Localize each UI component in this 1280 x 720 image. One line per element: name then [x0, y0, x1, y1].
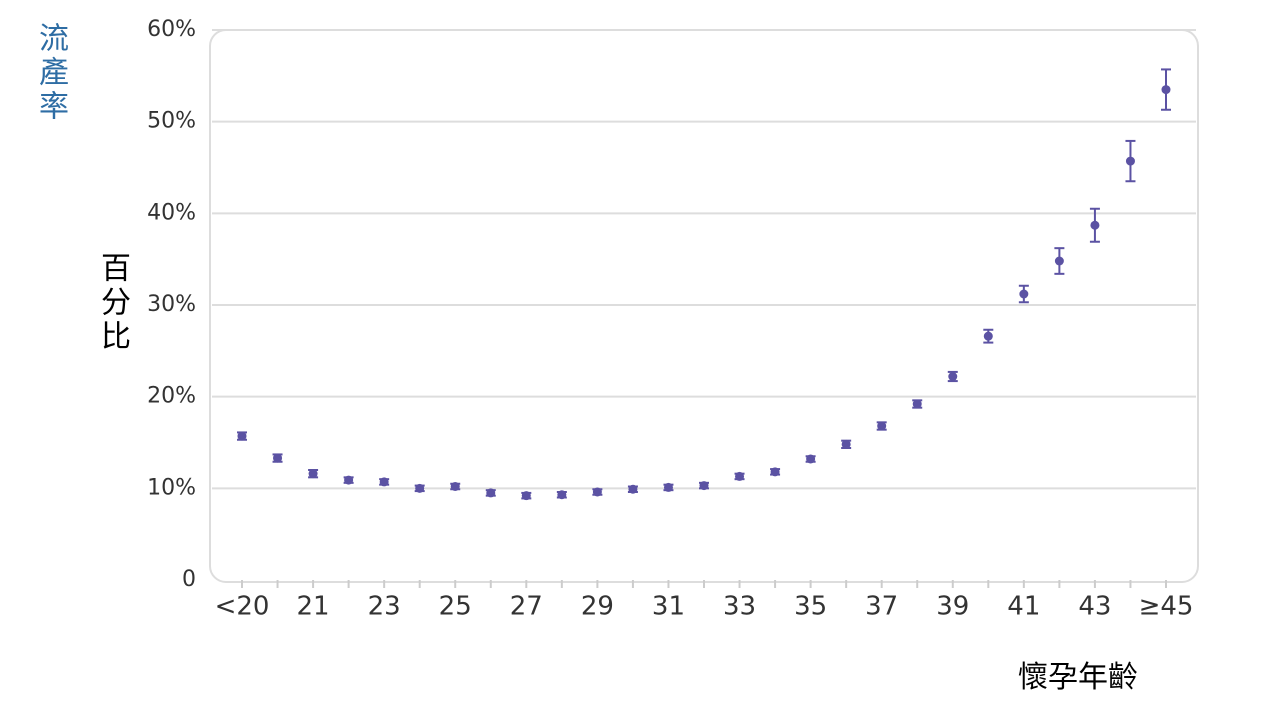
- x-tick-label: 43: [1078, 592, 1111, 622]
- point: [1054, 256, 1064, 266]
- point: [1161, 85, 1171, 95]
- point: [983, 331, 993, 341]
- x-tick-label: <20: [215, 592, 270, 622]
- point: [770, 467, 780, 477]
- point: [948, 372, 958, 381]
- x-tick-label: 23: [368, 592, 401, 622]
- x-tick-label: 21: [297, 592, 330, 622]
- y-tick-label: 0: [182, 567, 196, 592]
- point: [806, 454, 816, 464]
- point: [912, 399, 922, 409]
- x-tick-label: 41: [1007, 592, 1040, 622]
- point: [415, 483, 425, 493]
- y-tick-label: 10%: [147, 475, 196, 500]
- x-tick-label: 37: [865, 592, 898, 622]
- x-tick-label: 29: [581, 592, 614, 622]
- x-tick-label: 25: [439, 592, 472, 622]
- x-tick-label: 33: [723, 592, 756, 622]
- point: [735, 471, 745, 481]
- point: [486, 488, 496, 498]
- x-tick-label: 31: [652, 592, 685, 622]
- y-tick-label: 50%: [147, 109, 196, 134]
- y-tick-label: 20%: [147, 384, 196, 409]
- point: [308, 469, 318, 479]
- point: [521, 491, 531, 501]
- point: [592, 487, 602, 497]
- point: [557, 490, 567, 500]
- point: [699, 481, 709, 491]
- point: [628, 484, 638, 494]
- y-tick-label: 30%: [147, 292, 196, 317]
- point: [379, 477, 389, 487]
- point: [877, 421, 887, 431]
- y-axis-label: 百分比: [95, 252, 130, 354]
- chart-title: 流產率: [33, 22, 68, 124]
- x-tick-label: 39: [936, 592, 969, 622]
- point: [450, 482, 460, 491]
- point: [237, 431, 247, 441]
- point: [1125, 156, 1135, 166]
- x-tick-label: 27: [510, 592, 543, 622]
- y-tick-label: 40%: [147, 200, 196, 225]
- point: [1019, 289, 1029, 299]
- x-tick-label: 35: [794, 592, 827, 622]
- point: [344, 475, 354, 485]
- point: [273, 453, 283, 463]
- x-axis-label: 懷孕年齡: [1018, 660, 1138, 695]
- point: [841, 439, 851, 449]
- point: [663, 482, 673, 492]
- point: [1090, 220, 1100, 230]
- y-tick-label: 60%: [147, 17, 196, 42]
- x-tick-label: ≥45: [1139, 592, 1194, 622]
